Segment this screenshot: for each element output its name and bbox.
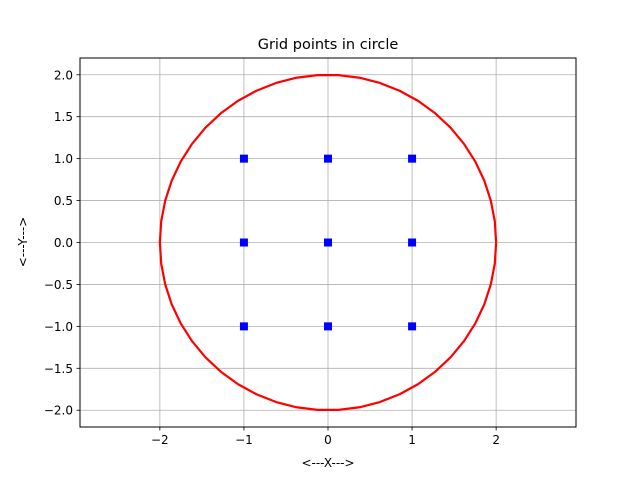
chart-title: Grid points in circle — [258, 37, 399, 53]
point-marker — [408, 238, 417, 247]
x-tick-label: −2 — [151, 433, 169, 447]
x-tick-label: 2 — [492, 433, 500, 447]
point-marker — [239, 322, 248, 331]
y-tick-label: 1.0 — [54, 152, 73, 166]
y-tick-label: 2.0 — [54, 68, 73, 82]
point-marker — [324, 154, 332, 163]
y-axis-label: <---Y---> — [16, 217, 30, 268]
y-tick-label: −1.5 — [44, 362, 73, 376]
point-marker — [239, 154, 248, 163]
y-tick-label: 1.5 — [54, 110, 73, 124]
points-series — [239, 154, 417, 331]
point-marker — [324, 238, 332, 247]
x-tick-label: 0 — [324, 433, 332, 447]
x-tick-label: 1 — [408, 433, 416, 447]
y-tick-label: 0.5 — [54, 194, 73, 208]
point-marker — [408, 322, 417, 331]
point-marker — [239, 238, 248, 247]
y-tick-label: −1.0 — [44, 320, 73, 334]
x-tick-label: −1 — [235, 433, 253, 447]
y-tick-label: 0.0 — [54, 236, 73, 250]
point-marker — [324, 322, 332, 331]
circle-line — [158, 73, 498, 411]
point-marker — [408, 154, 417, 163]
circle-series — [158, 73, 498, 411]
y-tick-label: −2.0 — [44, 404, 73, 418]
axis-ticks: −2 −1 0 1 2 −2.0 −1.5 −1.0 −0.5 0.0 0.5 1.0 1.5 2.0 — [44, 68, 500, 447]
y-tick-label: −0.5 — [44, 278, 73, 292]
x-axis-label: <---X---> — [301, 456, 354, 470]
